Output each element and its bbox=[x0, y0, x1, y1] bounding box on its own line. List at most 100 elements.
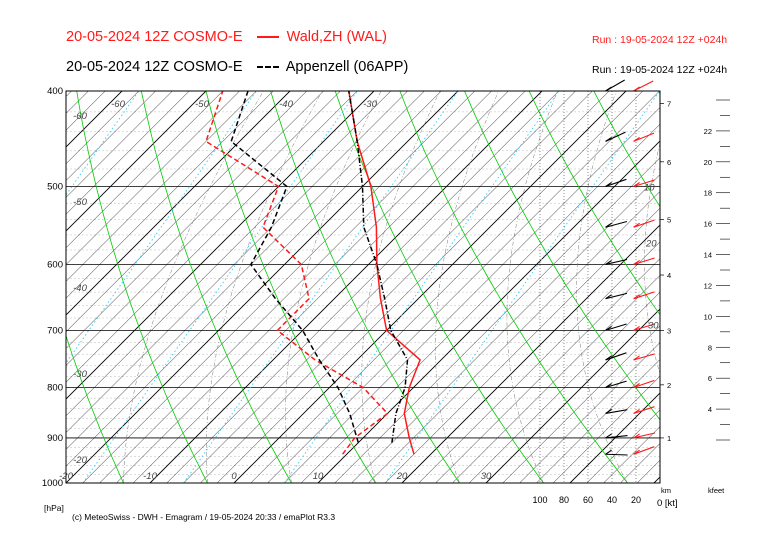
isotherm-minor bbox=[66, 91, 72, 97]
isotherm-minor bbox=[66, 91, 223, 249]
moist-adiabat bbox=[123, 91, 264, 483]
wind-axis-number: 10 bbox=[644, 182, 655, 193]
moist-adiabat bbox=[361, 91, 441, 483]
isotherm-minor bbox=[166, 91, 559, 483]
wald-wind-barb bbox=[633, 383, 640, 388]
isotherm-minor bbox=[0, 91, 4, 483]
moist-adiabat bbox=[576, 91, 628, 483]
moist-adiabat bbox=[435, 91, 499, 483]
isotherm-minor bbox=[116, 91, 509, 483]
wind-speed-tick-label: 40 bbox=[607, 495, 617, 505]
wind-axis-number: 30 bbox=[648, 320, 659, 331]
appenzell-wind-barb bbox=[605, 258, 628, 265]
mixing-ratio-line bbox=[66, 91, 140, 196]
dry-adiabat bbox=[399, 91, 628, 483]
isotherm-minor bbox=[66, 91, 190, 215]
kfeet-tick-label: 6 bbox=[708, 374, 712, 383]
wind-kt-unit-label: 0 [kt] bbox=[657, 498, 678, 509]
isotherm-major bbox=[66, 91, 459, 483]
appenzell-wind-barb bbox=[605, 435, 628, 439]
appenzell-wind-barb bbox=[605, 178, 627, 187]
isotherm-major bbox=[569, 392, 660, 483]
isotherm-major bbox=[233, 91, 627, 483]
moist-adiabat bbox=[206, 91, 323, 483]
isotherm-minor bbox=[0, 91, 21, 483]
wald-wind-barb bbox=[633, 132, 655, 142]
isotherm-minor bbox=[66, 91, 156, 181]
dry-adiabat bbox=[658, 91, 660, 95]
kfeet-axis-label: kfeet bbox=[708, 486, 725, 495]
kfeet-tick-label: 10 bbox=[704, 312, 712, 321]
isotherm-major bbox=[66, 91, 375, 400]
isotherm-minor bbox=[66, 91, 391, 417]
isotherm-minor bbox=[536, 359, 660, 483]
wind-speed-tick-label: 100 bbox=[532, 495, 547, 505]
isotherm-label: -60 bbox=[111, 99, 125, 110]
run-info-appenzell: Run : 19-05-2024 12Z +024h bbox=[592, 64, 728, 76]
isotherm-label: -30 bbox=[363, 99, 377, 110]
isotherm-major bbox=[66, 91, 291, 316]
appenzell-wind-barb bbox=[605, 260, 612, 265]
appenzell-wind-barb bbox=[605, 325, 612, 331]
appenzell-wind-barb bbox=[605, 294, 612, 300]
isotherm-major bbox=[66, 91, 207, 232]
temperature-tick-label: -10 bbox=[143, 471, 157, 482]
kfeet-tick-label: 14 bbox=[704, 251, 712, 260]
isotherm-minor bbox=[66, 91, 106, 131]
moist-adiabat bbox=[506, 91, 558, 483]
legend-appenzell-dashdot-line bbox=[256, 66, 279, 69]
left-edge-isotherm-label: -30 bbox=[73, 369, 87, 380]
appenzell-wind-barb bbox=[605, 380, 627, 389]
pressure-tick-label: 700 bbox=[47, 325, 63, 336]
isotherm-minor bbox=[66, 91, 274, 299]
km-axis-label: km bbox=[661, 486, 671, 495]
appenzell-wind-barb bbox=[605, 220, 628, 228]
legend-wald-label: Wald,ZH (WAL) bbox=[286, 29, 387, 45]
wald-temperature-profile bbox=[348, 91, 421, 455]
wald-wind-barb bbox=[633, 222, 640, 228]
isotherm-minor bbox=[66, 91, 408, 433]
left-edge-isotherm-label: -50 bbox=[73, 197, 87, 208]
dry-adiabat bbox=[723, 91, 766, 483]
moist-adiabat bbox=[285, 91, 382, 483]
left-edge-isotherm-label: -20 bbox=[73, 455, 87, 466]
kfeet-tick-label: 20 bbox=[704, 158, 712, 167]
wald-wind-barb bbox=[633, 353, 655, 361]
dry-adiabat bbox=[270, 91, 460, 483]
isotherm-minor bbox=[620, 443, 660, 483]
wald-wind-barb bbox=[633, 86, 640, 92]
isotherm-minor bbox=[66, 91, 442, 467]
kfeet-tick-label: 4 bbox=[708, 405, 712, 414]
isotherm-minor bbox=[250, 91, 643, 483]
left-edge-isotherm-label: -60 bbox=[73, 111, 87, 122]
title-row-wald: 20-05-2024 12Z COSMO-E Wald,ZH (WAL) bbox=[66, 29, 387, 45]
appenzell-wind-barb bbox=[605, 433, 612, 439]
wald-wind-barb bbox=[633, 355, 640, 361]
isotherm-minor bbox=[66, 91, 307, 333]
pressure-tick-label: 1000 bbox=[42, 478, 63, 489]
left-edge-isotherm-label: -40 bbox=[73, 283, 87, 294]
appenzell-wind-barb bbox=[605, 182, 612, 187]
isotherm-minor bbox=[418, 241, 660, 483]
isotherm-minor bbox=[66, 91, 240, 265]
wald-wind-barb bbox=[633, 449, 640, 455]
pressure-tick-label: 900 bbox=[47, 433, 63, 444]
isotherm-label: -50 bbox=[195, 99, 209, 110]
isotherm-major bbox=[485, 308, 660, 483]
isotherm-minor bbox=[519, 342, 660, 483]
mixing-ratio-line bbox=[82, 91, 358, 483]
wald-wind-barb bbox=[633, 446, 655, 455]
wald-wind-barb bbox=[633, 433, 640, 439]
km-tick-label: 6 bbox=[667, 158, 671, 167]
title-appenzell-datetime: 20-05-2024 12Z COSMO-E bbox=[66, 59, 243, 75]
appenzell-wind-barb bbox=[605, 453, 628, 456]
wald-wind-barb bbox=[633, 179, 655, 187]
isotherm-minor bbox=[469, 291, 660, 483]
wald-wind-barb bbox=[633, 406, 655, 414]
legend-wald-solid-line bbox=[256, 36, 279, 39]
dry-adiabat bbox=[76, 91, 208, 483]
wald-wind-barb bbox=[633, 325, 640, 331]
dry-adiabat bbox=[66, 334, 124, 483]
wald-wind-barb bbox=[633, 219, 655, 228]
